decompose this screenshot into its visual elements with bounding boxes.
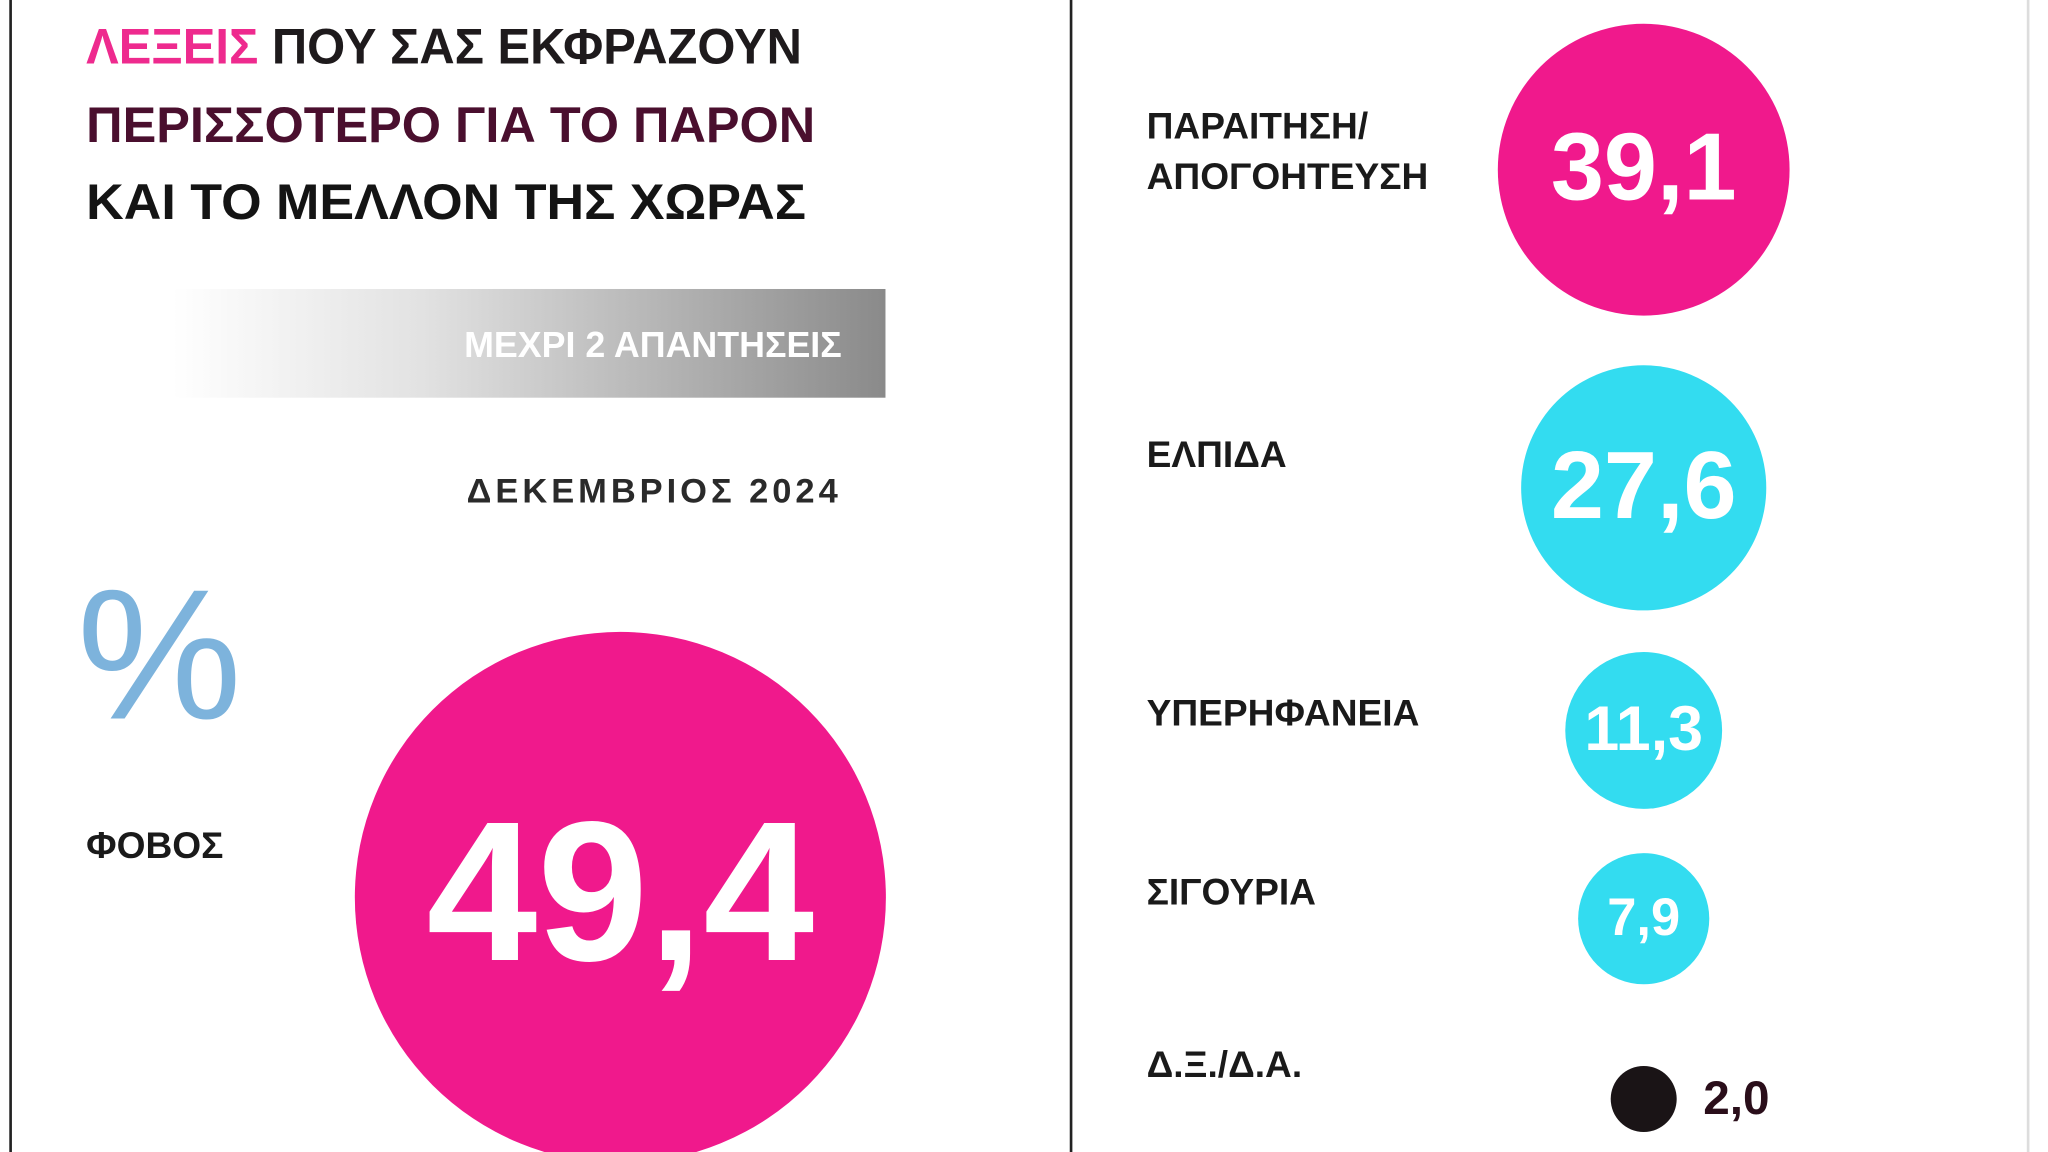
category-label: ΣΙΓΟΥΡΙΑ <box>1147 871 1316 913</box>
bubble <box>1497 23 1790 316</box>
title-text: ΠΟΥ ΣΑΣ ΕΚΦΡΑΖΟΥΝ <box>258 18 802 75</box>
bubble <box>354 632 886 1152</box>
value-label: 7,9 <box>1607 889 1680 947</box>
unit: % <box>77 551 242 758</box>
subtitle-box <box>172 288 886 398</box>
bubble <box>1565 652 1723 809</box>
title-line: ΚΑΙ ΤΟ ΜΕΛΛΟΝ ΤΗΣ ΧΩΡΑΣ <box>86 173 806 230</box>
bubble <box>1610 1065 1677 1132</box>
date: ΔΕΚΕΜΒΡΙΟΣ 2024 <box>467 472 842 510</box>
category-label: ΦΟΒΟΣ <box>86 824 223 866</box>
category-label: ΕΛΠΙΔΑ <box>1147 433 1287 475</box>
value-label: 27,6 <box>1551 433 1737 539</box>
title-line: ΠΕΡΙΣΣΟΤΕΡΟ ΓΙΑ ΤΟ ΠΑΡΟΝ <box>86 96 815 153</box>
value-label: 39,1 <box>1551 115 1737 221</box>
category-label: ΥΠΕΡΗΦΑΝΕΙΑ <box>1147 692 1420 734</box>
category-label: ΠΑΡΑΙΤΗΣΗ/ΑΠΟΓΟΗΤΕΥΣΗ <box>1147 104 1429 196</box>
category-label: Δ.Ξ./Δ.Α. <box>1147 1043 1303 1085</box>
title-line: ΛΕΞΕΙΣ ΠΟΥ ΣΑΣ ΕΚΦΡΑΖΟΥΝ <box>86 18 802 75</box>
value-label: 49,4 <box>427 781 815 1003</box>
bubble <box>1578 853 1710 985</box>
value-label: 11,3 <box>1584 694 1703 764</box>
subtitle: ΜΕΧΡΙ 2 ΑΠΑΝΤΗΣΕΙΣ <box>464 325 842 365</box>
value-label: 2,0 <box>1703 1072 1769 1125</box>
bubble <box>1521 365 1767 611</box>
title-highlight: ΛΕΞΕΙΣ <box>86 18 258 75</box>
